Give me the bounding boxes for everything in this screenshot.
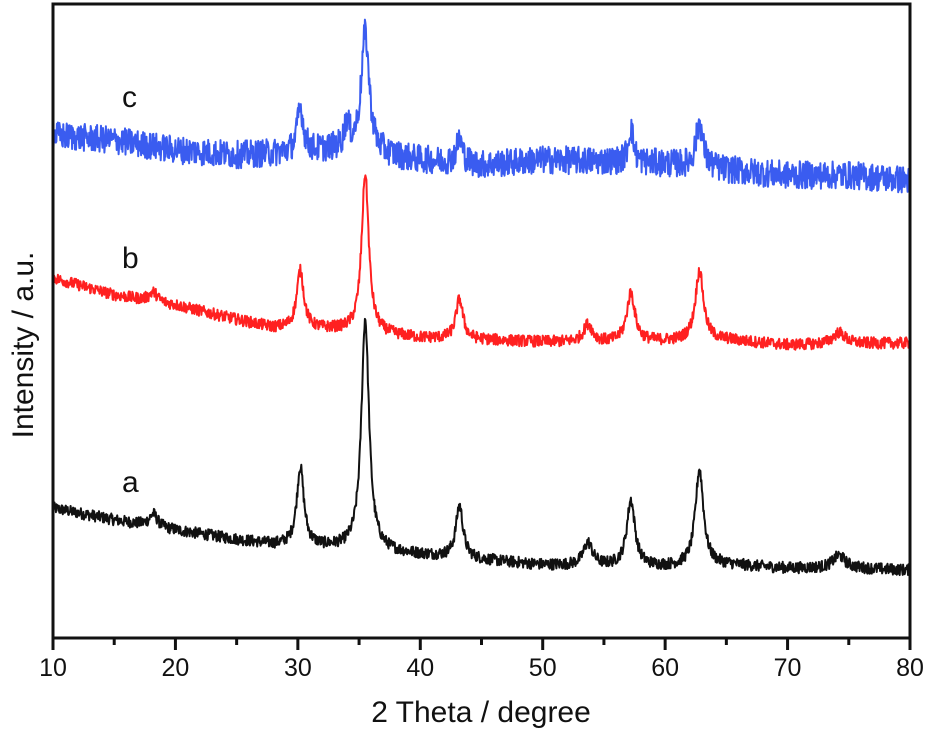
x-tick-label: 50 [529,654,557,682]
x-tick-label: 80 [896,654,924,682]
plot-frame [51,2,912,640]
y-axis-title: Intensity / a.u. [7,252,40,439]
series-line-c [52,18,911,194]
x-tick-label: 30 [284,654,312,682]
series-line-b [52,174,911,351]
x-tick-label: 70 [774,654,802,682]
series-label-b: b [122,242,139,275]
series-layer [52,18,911,577]
x-tick-label: 60 [651,654,679,682]
series-label-c: c [122,81,137,114]
x-tick-label: 10 [39,654,67,682]
x-axis-title: 2 Theta / degree [371,696,591,729]
series-line-a [52,317,911,577]
x-axis-ticks: 10 20 30 40 50 60 70 80 [39,638,924,682]
series-label-a: a [122,466,139,499]
x-tick-label: 20 [162,654,190,682]
x-tick-label: 40 [406,654,434,682]
